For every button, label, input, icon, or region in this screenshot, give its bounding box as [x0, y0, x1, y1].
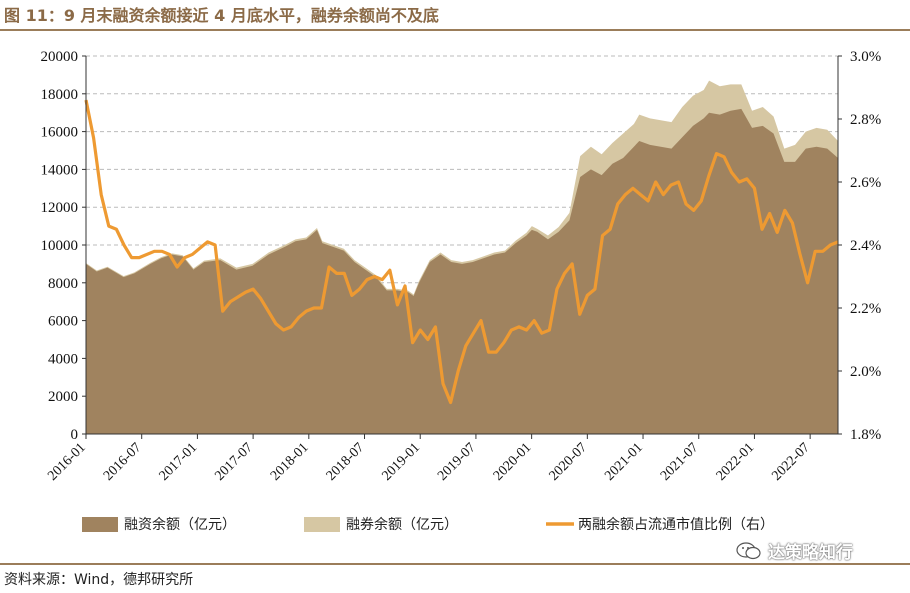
y2-tick-label: 2.4%	[850, 238, 881, 254]
x-tick-label: 2020-07	[547, 440, 591, 484]
y2-tick-label: 1.8%	[850, 427, 881, 443]
legend-label: 融资余额（亿元）	[124, 516, 236, 533]
y-tick-label: 20000	[41, 49, 79, 65]
area-series	[86, 80, 838, 435]
chart-title: 图 11：9 月末融资余额接近 4 月底水平，融券余额尚不及底	[4, 6, 439, 25]
y-tick-label: 12000	[41, 200, 79, 216]
y-tick-label: 6000	[48, 314, 78, 330]
y2-tick-label: 2.6%	[850, 175, 881, 191]
chart-canvas: 0 2000 4000 6000 8000 10000 12000 14000 16000 180…	[41, 49, 882, 533]
x-tick-label: 2018-01	[268, 440, 312, 484]
legend-label: 融券余额（亿元）	[346, 516, 458, 533]
x-tick-label: 2022-07	[769, 440, 813, 484]
y-axis-right-ticks: 1.8% 2.0% 2.2% 2.4% 2.6% 2.8% 3.0%	[838, 49, 881, 443]
y-tick-label: 18000	[41, 87, 79, 103]
legend-swatch	[82, 517, 118, 532]
source-note: 资料来源：Wind，德邦研究所	[4, 572, 194, 588]
y-tick-label: 2000	[48, 389, 78, 405]
y2-tick-label: 2.8%	[850, 112, 881, 128]
watermark-text: 达策略知行	[768, 543, 853, 563]
legend: 融资余额（亿元） 融券余额（亿元） 两融余额占流通市值比例（右）	[82, 516, 774, 533]
watermark: 达策略知行	[736, 538, 853, 563]
x-tick-label: 2019-07	[435, 440, 479, 484]
x-tick-label: 2018-07	[324, 440, 368, 484]
x-tick-label: 2021-01	[602, 440, 646, 484]
line-series	[84, 99, 839, 405]
x-tick-label: 2016-07	[101, 440, 145, 484]
y-tick-label: 10000	[41, 238, 79, 254]
y-tick-label: 0	[71, 427, 79, 443]
y2-tick-label: 2.2%	[850, 301, 881, 317]
y-tick-label: 8000	[48, 276, 78, 292]
x-tick-label: 2020-01	[491, 440, 535, 484]
x-tick-label: 2022-01	[714, 440, 758, 484]
wechat-icon	[736, 541, 761, 559]
y2-tick-label: 2.0%	[850, 364, 881, 380]
x-tick-label: 2021-07	[658, 440, 702, 484]
line-ratio	[84, 99, 839, 405]
title-divider	[0, 29, 910, 31]
x-tick-label: 2016-01	[45, 440, 89, 484]
y2-tick-label: 3.0%	[850, 49, 881, 65]
x-tick-label: 2019-01	[379, 440, 423, 484]
x-tick-label: 2017-01	[157, 440, 201, 484]
x-tick-label: 2017-07	[212, 440, 256, 484]
legend-swatch	[304, 517, 340, 532]
y-tick-label: 16000	[41, 125, 79, 141]
y-axis-left-ticks: 0 2000 4000 6000 8000 10000 12000 14000 16000 180…	[41, 49, 86, 443]
x-axis-ticks: 2016-01 2016-07 2017-01 2017-07 2018-01 2018-…	[45, 434, 813, 484]
legend-label: 两融余额占流通市值比例（右）	[578, 516, 774, 533]
area-financing	[86, 108, 838, 435]
footer-divider	[0, 563, 910, 565]
y-tick-label: 14000	[41, 162, 79, 178]
y-tick-label: 4000	[48, 351, 78, 367]
